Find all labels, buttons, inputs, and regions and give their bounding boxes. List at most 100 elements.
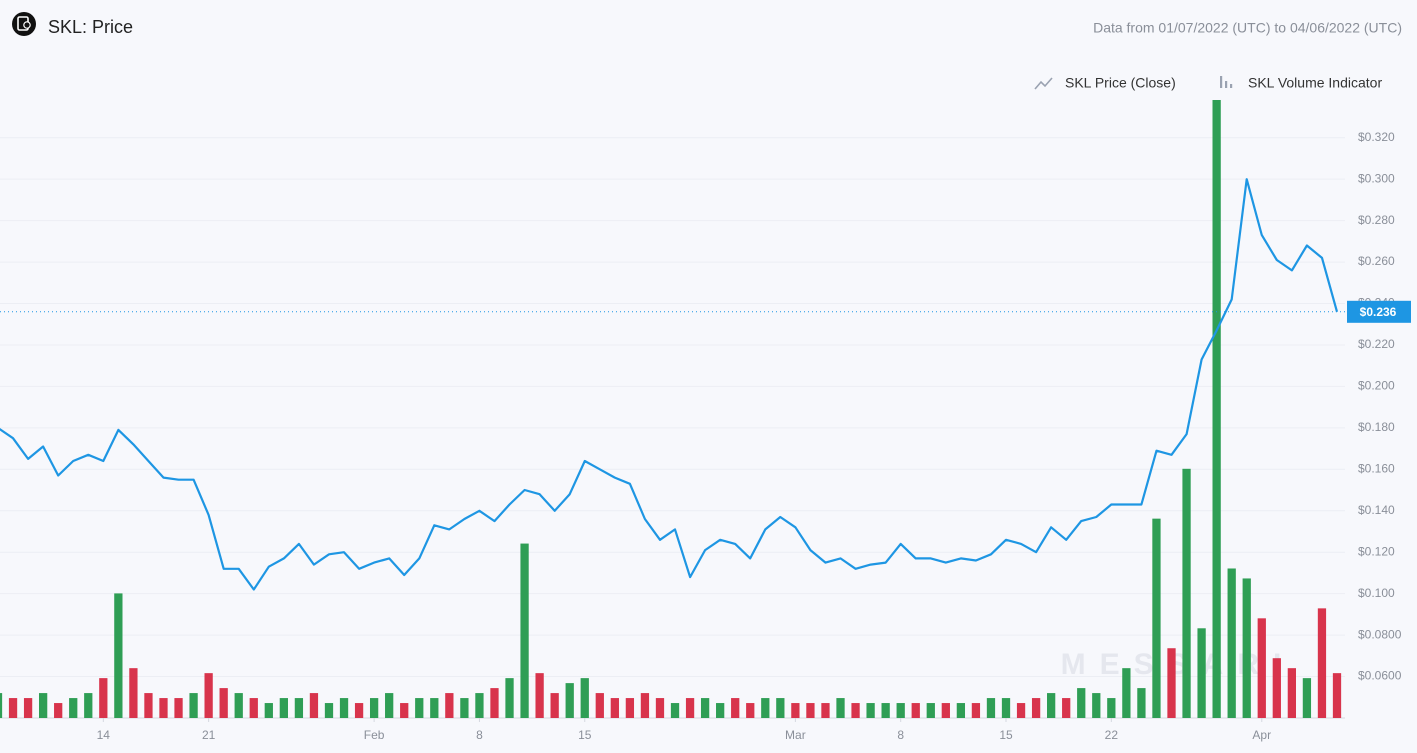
x-tick-label: 21 xyxy=(202,728,216,742)
volume-bar xyxy=(114,593,123,718)
volume-bar xyxy=(249,698,258,718)
volume-bar xyxy=(23,698,33,718)
volume-bar xyxy=(490,688,499,718)
legend-label[interactable]: SKL Volume Indicator xyxy=(1248,75,1382,91)
volume-bar xyxy=(8,698,18,718)
volume-bar xyxy=(1227,568,1236,718)
volume-bar xyxy=(460,698,469,718)
volume-bar xyxy=(1317,608,1327,718)
x-tick-label: 8 xyxy=(897,728,904,742)
legend-line-icon xyxy=(1034,77,1053,90)
volume-bar xyxy=(1047,693,1056,718)
volume-bar xyxy=(415,698,424,718)
legend-bar-icon xyxy=(1220,76,1233,88)
logo-icon xyxy=(12,12,36,36)
volume-bar xyxy=(1092,693,1101,718)
y-tick-label: $0.160 xyxy=(1358,461,1395,475)
volume-bar xyxy=(836,698,845,718)
y-tick-label: $0.260 xyxy=(1358,254,1395,268)
volume-bar xyxy=(54,703,63,718)
y-tick-label: $0.320 xyxy=(1358,130,1395,144)
y-tick-label: $0.140 xyxy=(1358,503,1395,517)
volume-bar xyxy=(821,703,830,718)
x-tick-label: Apr xyxy=(1252,728,1271,742)
last-price-box xyxy=(1347,300,1411,323)
volume-bar xyxy=(520,543,529,718)
volume-bar xyxy=(761,698,770,718)
x-tick-label: 8 xyxy=(476,728,483,742)
y-tick-label: $0.0600 xyxy=(1358,669,1402,683)
volume-bar xyxy=(580,678,589,718)
volume-bar xyxy=(264,703,273,718)
price-line xyxy=(0,178,1339,591)
volume-bar xyxy=(38,693,48,718)
y-tick-label: $0.0800 xyxy=(1358,627,1402,641)
x-tick-label: Feb xyxy=(364,728,385,742)
x-tick-label: 15 xyxy=(999,728,1013,742)
volume-bar xyxy=(1107,698,1116,718)
volume-bar xyxy=(535,673,544,718)
volume-bar xyxy=(896,703,905,718)
volume-bar xyxy=(129,668,138,718)
volume-bar xyxy=(986,698,996,718)
legend-label[interactable]: SKL Price (Close) xyxy=(1065,75,1176,91)
y-tick-label: $0.280 xyxy=(1358,213,1395,227)
volume-bar xyxy=(731,698,740,718)
x-tick-label: 14 xyxy=(97,728,111,742)
y-tick-label: $0.200 xyxy=(1358,379,1395,393)
volume-bar xyxy=(234,693,243,718)
y-tick-label: $0.100 xyxy=(1358,586,1395,600)
volume-bar xyxy=(204,673,213,718)
volume-bar xyxy=(926,703,935,718)
volume-bar xyxy=(550,693,559,718)
volume-bar xyxy=(159,698,168,718)
volume-bar xyxy=(881,703,890,718)
y-tick-label: $0.220 xyxy=(1358,337,1395,351)
volume-bar xyxy=(475,693,484,718)
volume-bar xyxy=(1137,688,1146,718)
volume-bar xyxy=(1152,518,1161,718)
x-tick-label: 15 xyxy=(578,728,592,742)
volume-bar xyxy=(655,698,665,718)
volume-bar xyxy=(851,703,860,718)
volume-bar xyxy=(1212,100,1221,718)
volume-bar xyxy=(174,698,183,718)
volume-bar xyxy=(505,678,514,718)
volume-bar xyxy=(746,703,755,718)
volume-bar xyxy=(866,703,875,718)
volume-bar xyxy=(941,703,950,718)
chart-subtitle: Data from 01/07/2022 (UTC) to 04/06/2022… xyxy=(1093,20,1402,36)
volume-bar xyxy=(385,693,394,718)
volume-bar xyxy=(565,683,574,718)
volume-bar xyxy=(354,703,364,718)
volume-bar xyxy=(279,698,288,718)
volume-bar xyxy=(0,693,3,718)
y-tick-label: $0.180 xyxy=(1358,420,1395,434)
volume-bar xyxy=(1016,703,1026,718)
y-tick-label: $0.120 xyxy=(1358,544,1395,558)
volume-bar xyxy=(189,693,198,718)
volume-bar xyxy=(610,698,619,718)
legend[interactable]: SKL Price (Close) SKL Volume Indicator xyxy=(1034,75,1382,91)
volume-bar xyxy=(1242,578,1251,718)
last-price-label: $0.236 xyxy=(1360,305,1397,319)
volume-bar xyxy=(1197,628,1206,718)
volume-bar xyxy=(430,698,439,718)
volume-bar xyxy=(99,678,108,718)
volume-bar xyxy=(971,703,981,718)
volume-bar xyxy=(700,698,710,718)
volume-bar xyxy=(1077,688,1086,718)
chart-title: SKL: Price xyxy=(48,17,133,37)
volume-bar xyxy=(1257,618,1266,718)
volume-bar xyxy=(685,698,695,718)
volume-bar xyxy=(1182,468,1191,718)
volume-bar xyxy=(595,693,604,718)
volume-bar xyxy=(1272,658,1281,718)
volume-bar xyxy=(324,703,334,718)
volume-bar xyxy=(640,693,650,718)
x-tick-label: Mar xyxy=(785,728,806,742)
volume-bar xyxy=(400,703,409,718)
volume-bar xyxy=(369,698,379,718)
volume-bar xyxy=(1332,673,1342,718)
